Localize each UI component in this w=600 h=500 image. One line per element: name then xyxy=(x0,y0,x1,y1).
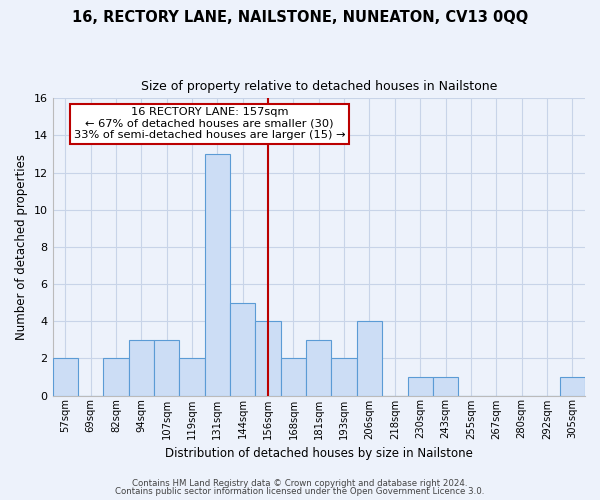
Bar xyxy=(560,377,585,396)
Bar xyxy=(306,340,331,396)
Text: Contains HM Land Registry data © Crown copyright and database right 2024.: Contains HM Land Registry data © Crown c… xyxy=(132,478,468,488)
Text: Contains public sector information licensed under the Open Government Licence 3.: Contains public sector information licen… xyxy=(115,487,485,496)
Text: 16 RECTORY LANE: 157sqm
← 67% of detached houses are smaller (30)
33% of semi-de: 16 RECTORY LANE: 157sqm ← 67% of detache… xyxy=(74,107,346,140)
Bar xyxy=(331,358,357,396)
Text: 16, RECTORY LANE, NAILSTONE, NUNEATON, CV13 0QQ: 16, RECTORY LANE, NAILSTONE, NUNEATON, C… xyxy=(72,10,528,25)
Bar xyxy=(230,302,256,396)
Bar xyxy=(154,340,179,396)
Bar xyxy=(128,340,154,396)
X-axis label: Distribution of detached houses by size in Nailstone: Distribution of detached houses by size … xyxy=(165,447,473,460)
Bar xyxy=(407,377,433,396)
Bar xyxy=(433,377,458,396)
Bar xyxy=(103,358,128,396)
Bar xyxy=(357,321,382,396)
Y-axis label: Number of detached properties: Number of detached properties xyxy=(15,154,28,340)
Bar xyxy=(256,321,281,396)
Bar xyxy=(179,358,205,396)
Bar xyxy=(205,154,230,396)
Bar xyxy=(53,358,78,396)
Bar xyxy=(281,358,306,396)
Title: Size of property relative to detached houses in Nailstone: Size of property relative to detached ho… xyxy=(140,80,497,93)
